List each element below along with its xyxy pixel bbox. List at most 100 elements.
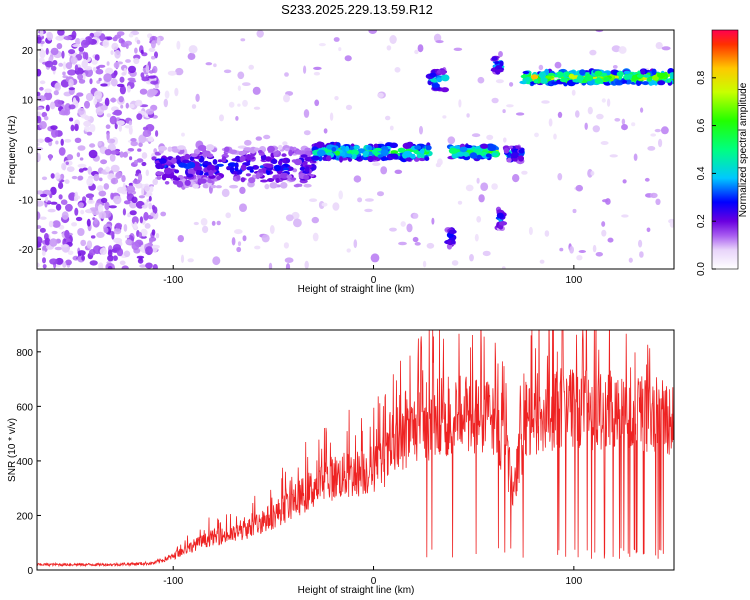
spectrogram-cell bbox=[98, 190, 107, 197]
spectrogram-cell bbox=[52, 60, 58, 66]
spectrogram-cell bbox=[248, 177, 256, 184]
spectrogram-cell bbox=[186, 173, 194, 178]
spectrogram-cell bbox=[178, 162, 188, 168]
spectrogram-cell bbox=[596, 113, 604, 120]
spectrogram-cell bbox=[114, 34, 122, 39]
spectrogram-cell bbox=[280, 182, 288, 189]
spectrogram-cell bbox=[643, 74, 651, 78]
spectrogram-cell bbox=[62, 163, 66, 171]
spectrogram-cell bbox=[104, 97, 110, 107]
spectrogram-cell bbox=[39, 86, 44, 91]
spectrogram-cell bbox=[372, 162, 381, 167]
spectrogram-cell bbox=[81, 255, 85, 261]
spectrogram-cell bbox=[50, 186, 57, 196]
spectrogram-cell bbox=[187, 161, 196, 169]
spectrogram-cell bbox=[150, 40, 156, 49]
spectrogram-cell bbox=[633, 153, 638, 161]
spectrogram-cell bbox=[163, 167, 173, 175]
spectrogram-cell bbox=[64, 103, 72, 112]
colorbar-tick-label: 0.0 bbox=[696, 262, 707, 276]
spectrogram-cell bbox=[139, 88, 148, 95]
spectrogram-cell bbox=[339, 156, 343, 163]
spectrogram-cell bbox=[68, 78, 74, 88]
spectrogram-cell bbox=[288, 149, 293, 157]
spectrogram-cell bbox=[160, 211, 167, 217]
spectrogram-cell bbox=[506, 104, 514, 108]
spectrogram-cell bbox=[110, 138, 116, 143]
spectrogram-cell bbox=[380, 149, 389, 157]
snr-panel: -100 0 100 0 200 400 600 800 Height of straigh… bbox=[7, 329, 675, 596]
spectrogram-cell bbox=[640, 107, 644, 113]
spectrogram-cell bbox=[72, 44, 81, 48]
spectrogram-cell bbox=[600, 141, 609, 145]
spectrogram-cell bbox=[389, 142, 398, 149]
spectrogram-cell bbox=[136, 158, 144, 163]
spectrogram-cell bbox=[49, 238, 58, 247]
spectrogram-cell bbox=[70, 56, 78, 64]
spectrogram-cell bbox=[171, 157, 177, 164]
spectrogram-cell bbox=[150, 80, 159, 85]
spectrogram-cell bbox=[115, 171, 123, 179]
spectrogram-cell bbox=[419, 148, 425, 154]
spectrogram-cell bbox=[107, 249, 113, 257]
spectrogram-cell bbox=[39, 80, 46, 85]
spectrogram-cell bbox=[113, 195, 122, 205]
spectrogram-cell bbox=[93, 174, 100, 182]
spectrogram-cell bbox=[126, 85, 131, 93]
spectrogram-cell bbox=[245, 173, 251, 177]
spectrogram-cell bbox=[74, 191, 79, 199]
spectrogram-cell bbox=[131, 196, 138, 204]
spectrogram-y-tick-label: 20 bbox=[22, 46, 34, 57]
spectrogram-cell bbox=[333, 37, 340, 42]
spectrogram-cell bbox=[584, 74, 594, 82]
spectrogram-cell bbox=[99, 211, 107, 219]
spectrogram-cell bbox=[242, 235, 247, 242]
spectrogram-x-tick-label: -100 bbox=[163, 275, 183, 286]
spectrogram-cell bbox=[658, 138, 663, 148]
spectrogram-cell bbox=[133, 159, 139, 165]
spectrogram-cell bbox=[657, 80, 666, 86]
spectrogram-cell bbox=[304, 260, 309, 269]
spectrogram-cell bbox=[72, 97, 77, 105]
spectrogram-cell bbox=[212, 256, 221, 266]
spectrogram-cell bbox=[367, 145, 373, 151]
spectrogram-cell bbox=[92, 245, 102, 255]
spectrogram-cell bbox=[508, 145, 513, 149]
spectrogram-cell bbox=[100, 159, 108, 165]
spectrogram-cell bbox=[649, 192, 658, 199]
spectrogram-cell bbox=[124, 234, 130, 239]
spectrogram-cell bbox=[541, 100, 550, 104]
spectrogram-cell bbox=[77, 228, 85, 236]
spectrogram-cell bbox=[628, 257, 633, 263]
spectrogram-cell bbox=[63, 109, 71, 116]
spectrogram-cell bbox=[239, 186, 246, 194]
spectrogram-cell bbox=[206, 153, 214, 158]
spectrogram-cell bbox=[268, 262, 273, 269]
spectrogram-cell bbox=[477, 76, 485, 84]
spectrogram-cell bbox=[607, 237, 614, 243]
spectrogram-cell bbox=[498, 221, 508, 226]
spectrogram-cell bbox=[145, 246, 153, 256]
spectrogram-cell bbox=[414, 242, 421, 246]
spectrogram-cell bbox=[528, 226, 533, 236]
spectrogram-cell bbox=[621, 214, 629, 218]
spectrogram-cell bbox=[253, 106, 261, 110]
spectrogram-cell bbox=[37, 190, 45, 195]
spectrogram-cell bbox=[625, 79, 632, 85]
spectrogram-cell bbox=[141, 161, 147, 167]
spectrogram-cell bbox=[316, 141, 324, 149]
spectrogram-cell bbox=[41, 176, 48, 181]
spectrogram-cell bbox=[522, 80, 527, 84]
spectrogram-cell bbox=[400, 221, 406, 227]
spectrogram-cell bbox=[424, 156, 430, 161]
spectrogram-cell bbox=[548, 118, 553, 127]
spectrogram-cell bbox=[125, 239, 132, 245]
figure-title: S233.2025.229.13.59.R12 bbox=[281, 2, 433, 17]
snr-y-tick-label: 600 bbox=[16, 402, 33, 413]
spectrogram-cell bbox=[60, 138, 64, 146]
spectrogram-cell bbox=[644, 177, 650, 182]
spectrogram-cell bbox=[584, 122, 588, 130]
spectrogram-cell bbox=[124, 124, 133, 129]
spectrogram-cell bbox=[622, 80, 627, 84]
spectrogram-cell bbox=[65, 161, 70, 165]
